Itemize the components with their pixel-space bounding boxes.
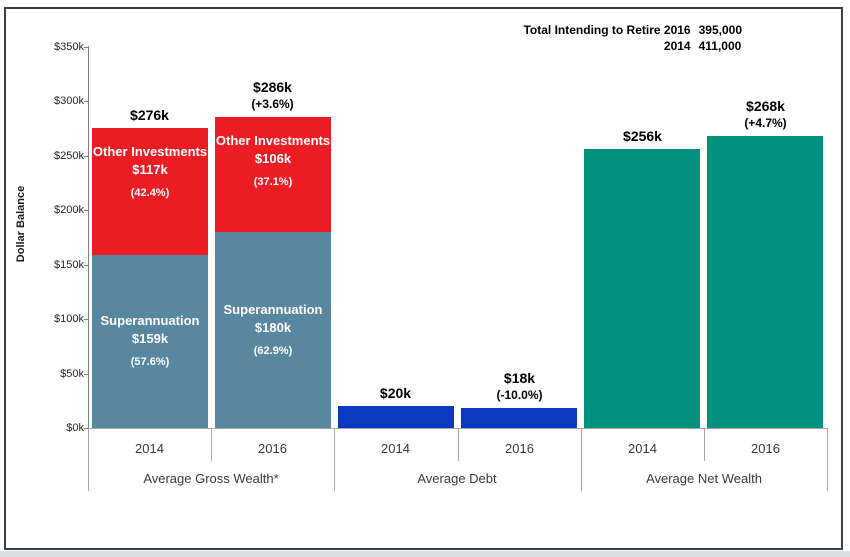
bar-segment-superannuation-2016 [215,232,331,428]
bar-segment-average-debt-2016 [461,408,577,428]
bar-segment-other-investments-2016 [215,116,331,233]
bar-delta-label: (-10.0%) [496,388,543,403]
y-tick-mark [84,101,88,102]
bar-segment-average-net-wealth-2016 [707,136,823,428]
segment-label-superannuation-2016: Superannuation $180k (62.9%) [215,232,331,428]
bar-total-block-average-net-wealth-2016: $268k (+4.7%) [704,98,827,132]
segment-name-superannuation-2016: Superannuation [223,302,323,318]
segment-pct-superannuation-2014: (57.6%) [130,356,170,369]
segment-value-other-investments-2014: $117k [132,161,168,177]
annotation-label-row1: Total Intending to Retire 2016 [523,23,691,37]
x-group-label-average-debt: Average Debt [417,471,497,486]
annotation-value-row1: 395,000 [698,23,742,37]
bar-delta-label: (+3.6%) [251,96,294,111]
x-year-label-average-debt-2014: 2014 [381,441,410,456]
y-tick-label: $250k [54,149,84,162]
y-tick-label: $200k [54,204,84,217]
y-tick-label: $150k [54,258,84,271]
x-year-label-average-net-wealth-2014: 2014 [628,441,657,456]
y-tick-label: $350k [54,41,84,53]
segment-label-other-investments-2016: Other Investments $106k (37.1%) [215,117,331,232]
group-divider [581,428,582,491]
group-divider [827,428,828,491]
y-axis-line [88,46,89,428]
y-tick-label: $300k [54,95,84,108]
y-tick-mark [84,265,88,266]
segment-name-other-investments-2016: Other Investments [215,132,331,148]
bar-total-label: $18k [503,370,536,387]
segment-value-other-investments-2016: $106k [254,150,292,166]
y-tick-label: $50k [60,367,84,380]
x-year-label-average-gross-wealth-2014: 2014 [135,441,164,456]
annotation-label-row2: 2014 [663,39,691,53]
x-year-label-average-net-wealth-2016: 2016 [751,441,780,456]
segment-label-other-investments-2014: Other Investments $117k (42.4%) [92,128,208,255]
y-tick-label: $0k [66,422,84,434]
y-tick-mark [84,374,88,375]
window-edge [0,551,850,557]
y-tick-mark [84,156,88,157]
bar-segment-average-net-wealth-2014 [584,149,700,428]
y-tick-mark [84,319,88,320]
year-divider [704,428,705,461]
group-divider [334,428,335,491]
segment-label-superannuation-2014: Superannuation $159k (57.6%) [92,255,208,428]
bar-total-label: $268k [746,98,785,115]
segment-value-superannuation-2016: $180k [254,320,292,336]
bar-delta-label: (+4.7%) [744,116,787,131]
bar-total-block-average-net-wealth-2014: $256k [581,128,704,145]
x-group-label-average-net-wealth: Average Net Wealth [646,471,762,486]
x-group-label-average-gross-wealth: Average Gross Wealth* [143,471,279,486]
segment-value-superannuation-2014: $159k [131,331,169,347]
year-divider [458,428,459,461]
x-axis-line [88,428,827,429]
bar-total-label: $286k [253,78,292,95]
y-tick-label: $100k [54,313,84,326]
bar-total-label: $20k [379,385,412,402]
bar-total-label: $256k [623,128,662,145]
bar-total-block-average-debt-2014: $20k [334,385,457,402]
y-tick-mark [84,428,88,429]
segment-name-superannuation-2014: Superannuation [100,313,200,329]
bar-total-block-average-gross-wealth-2014: $276k [88,107,211,124]
total-intending-annotation: Total Intending to Retire 2016 395,000 2… [523,23,742,54]
annotation-value-row2: 411,000 [698,39,742,53]
bar-segment-other-investments-2014 [92,127,208,255]
bar-total-block-average-gross-wealth-2016: $286k (+3.6%) [211,79,334,113]
bar-segment-superannuation-2014 [92,254,208,428]
bar-segment-average-debt-2014 [338,406,454,428]
segment-pct-other-investments-2014: (42.4%) [130,186,170,199]
segment-pct-superannuation-2016: (62.9%) [253,345,293,358]
segment-name-other-investments-2014: Other Investments [92,143,208,159]
bar-total-label: $276k [130,106,169,123]
y-tick-mark [84,47,88,48]
x-year-label-average-debt-2016: 2016 [505,441,534,456]
bar-total-block-average-debt-2016: $18k (-10.0%) [458,370,581,404]
x-year-label-average-gross-wealth-2016: 2016 [258,441,287,456]
y-tick-mark [84,210,88,211]
group-divider [88,428,89,491]
segment-pct-other-investments-2016: (37.1%) [253,175,293,188]
year-divider [211,428,212,461]
